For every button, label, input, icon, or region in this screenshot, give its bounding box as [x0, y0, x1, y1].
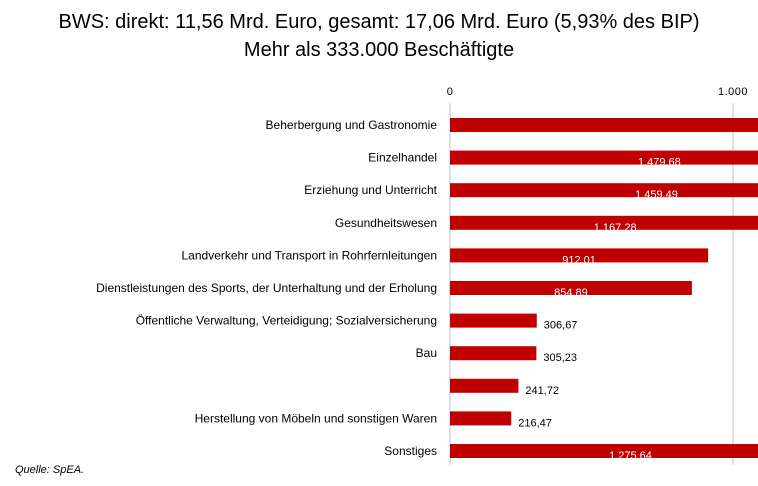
data-label: 305,23 — [543, 352, 577, 364]
bar — [450, 378, 519, 393]
bar — [450, 150, 758, 165]
category-label: Öffentliche Verwaltung, Verteidigung; So… — [136, 314, 437, 328]
category-label: Einzelhandel — [368, 151, 437, 165]
data-label: 1.479,68 — [638, 157, 681, 169]
bar — [450, 281, 692, 295]
data-label: 1.167,28 — [594, 222, 637, 234]
category-label: Bau — [416, 346, 437, 360]
data-label: 241,72 — [525, 385, 559, 397]
bar — [450, 411, 512, 426]
bar — [450, 313, 537, 328]
chart-title: BWS: direkt: 11,56 Mrd. Euro, gesamt: 17… — [58, 11, 700, 33]
bar — [450, 215, 758, 230]
bar — [450, 444, 758, 458]
category-label: Gesundheitswesen — [335, 216, 437, 230]
tick-label: 1.000 — [718, 86, 748, 98]
data-label: 216,47 — [518, 417, 552, 429]
category-label: Landverkehr und Transport in Rohrfernlei… — [182, 248, 438, 262]
bar — [450, 248, 709, 263]
data-label: 854,89 — [554, 287, 588, 299]
source-note: Quelle: SpEA. — [15, 464, 85, 476]
category-label: Beherbergung und Gastronomie — [266, 118, 438, 132]
category-label: Herstellung von Möbeln und sonstigen War… — [195, 411, 437, 425]
data-label: 1.459,49 — [635, 189, 678, 201]
chart-subtitle: Mehr als 333.000 Beschäftigte — [243, 39, 515, 61]
category-label: Sonstiges — [384, 444, 437, 458]
data-label: 306,67 — [544, 320, 578, 332]
category-label: Dienstleistungen des Sports, der Unterha… — [96, 281, 437, 295]
data-label: 912,01 — [562, 254, 596, 266]
bar — [450, 183, 758, 198]
tick-label: 0 — [447, 86, 454, 98]
bar — [450, 346, 537, 361]
data-label: 1.275,64 — [609, 450, 652, 462]
bar — [450, 118, 758, 132]
category-label: Erziehung und Unterricht — [304, 183, 437, 197]
